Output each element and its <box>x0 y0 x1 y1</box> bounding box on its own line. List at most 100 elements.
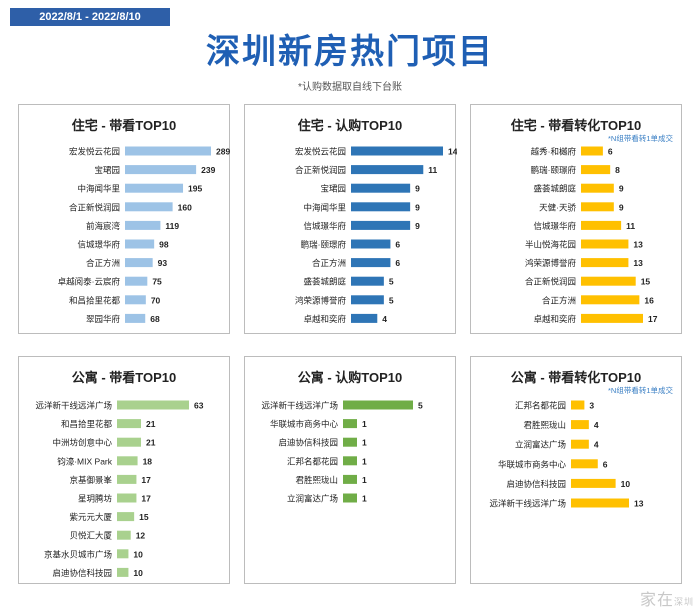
watermark: 家在深圳 <box>639 592 694 609</box>
bar <box>343 493 357 503</box>
value-label: 17 <box>648 314 658 324</box>
bar <box>343 400 413 410</box>
value-label: 4 <box>382 314 387 324</box>
category-label: 中洲坊创意中心 <box>52 438 112 448</box>
category-label: 君胜熙珑山 <box>295 475 338 485</box>
panel-title: 住宅 - 带看TOP10 <box>71 118 177 133</box>
category-label: 合正方洲 <box>312 258 346 268</box>
value-label: 9 <box>619 184 624 194</box>
bar <box>571 459 598 469</box>
bar <box>117 400 189 410</box>
category-label: 立润富达广场 <box>515 440 566 450</box>
bar <box>571 439 589 449</box>
bar <box>581 258 629 268</box>
bar <box>343 456 357 466</box>
value-label: 75 <box>152 277 162 287</box>
category-label: 和昌拾里花都 <box>69 295 121 305</box>
bar <box>581 276 636 286</box>
value-label: 10 <box>133 549 143 559</box>
bar <box>581 239 629 249</box>
bar <box>343 419 357 429</box>
panel-apartment-conversion: 公寓 - 带看转化TOP10 *N组带看转1单成交 汇邦名都花园 3 君胜熙珑山 4 立… <box>470 356 682 584</box>
bar <box>117 493 137 503</box>
bar <box>581 183 614 193</box>
value-label: 119 <box>165 221 179 231</box>
bar <box>351 313 378 323</box>
bar <box>117 512 135 522</box>
category-label: 合正新悦润园 <box>525 277 576 287</box>
bar <box>571 498 629 508</box>
bar <box>117 530 131 540</box>
category-label: 信城璟华府 <box>303 221 346 231</box>
category-label: 华联城市商务中心 <box>270 419 339 429</box>
bar <box>125 276 148 286</box>
panel-title: 公寓 - 带看TOP10 <box>71 370 177 385</box>
category-label: 卓越和奕府 <box>303 314 346 324</box>
value-label: 1 <box>362 438 367 448</box>
panel-title: 住宅 - 认购TOP10 <box>297 118 403 133</box>
category-label: 钧濠·MIX Park <box>57 456 113 466</box>
bar <box>571 420 589 430</box>
value-label: 239 <box>201 165 215 175</box>
category-label: 合正方洲 <box>542 295 576 305</box>
bar <box>581 202 614 212</box>
value-label: 18 <box>143 456 153 466</box>
category-label: 启迪协信科技园 <box>506 479 566 489</box>
category-label: 远洋新干线远洋广场 <box>35 401 112 411</box>
category-label: 信城璟华府 <box>77 240 120 250</box>
bar <box>351 239 391 249</box>
value-label: 4 <box>594 440 599 450</box>
category-label: 宝珺园 <box>94 165 120 175</box>
bar <box>125 295 146 305</box>
category-label: 华联城市商务中心 <box>498 459 567 469</box>
category-label: 鸿荣源博誉府 <box>525 258 577 268</box>
bar <box>581 313 643 323</box>
category-label: 合正方洲 <box>86 258 120 268</box>
category-label: 卓越和奕府 <box>533 314 576 324</box>
value-label: 16 <box>644 295 654 305</box>
value-label: 10 <box>621 479 631 489</box>
bar <box>125 239 155 249</box>
panel-apartment-subscriptions: 公寓 - 认购TOP10 远洋新干线远洋广场 5 华联城市商务中心 1 启迪协信科技园 1… <box>244 356 456 584</box>
value-label: 68 <box>150 314 160 324</box>
category-label: 京基水贝城市广场 <box>44 549 112 559</box>
category-label: 盛荟城朗庭 <box>303 277 346 287</box>
value-label: 11 <box>428 165 437 175</box>
bar <box>581 146 603 156</box>
category-label: 信城璟华府 <box>533 221 576 231</box>
category-label: 星玥腾坊 <box>78 494 113 504</box>
bar <box>581 165 611 175</box>
bar-chart: 宏发悦云花园 14 合正新悦润园 11 宝珺园 9 中海闻华里 9 信城璟华府 9 鹏瑞·颐璟府 6 合… <box>295 146 457 324</box>
bar <box>125 183 184 193</box>
category-label: 卓越阅泰·云宸府 <box>58 277 121 287</box>
bar <box>117 474 137 484</box>
value-label: 160 <box>178 202 192 212</box>
bar-chart: 远洋新干线远洋广场 5 华联城市商务中心 1 启迪协信科技园 1 汇邦名都花园 1 君胜熙珑山 1… <box>261 400 423 504</box>
value-label: 17 <box>141 494 151 504</box>
value-label: 9 <box>619 202 624 212</box>
category-label: 立润富达广场 <box>287 494 338 504</box>
value-label: 195 <box>188 184 202 194</box>
value-label: 9 <box>415 202 420 212</box>
value-label: 289 <box>216 147 230 157</box>
panel-title: 公寓 - 带看转化TOP10 <box>510 370 642 385</box>
value-label: 5 <box>418 401 423 411</box>
panel-title: 住宅 - 带看转化TOP10 <box>510 118 642 133</box>
panel-apartment-viewings: 公寓 - 带看TOP10 远洋新干线远洋广场 63 和昌拾里花都 21 中洲坊创意中心 2… <box>18 356 230 584</box>
bar <box>351 165 424 175</box>
category-label: 君胜熙珑山 <box>523 420 566 430</box>
category-label: 越秀·和樾府 <box>531 147 577 157</box>
value-label: 15 <box>139 512 149 522</box>
value-label: 98 <box>159 240 169 250</box>
bar <box>117 549 129 559</box>
category-label: 合正新悦润园 <box>295 165 346 175</box>
category-label: 汇邦名都花园 <box>515 401 566 411</box>
value-label: 70 <box>151 295 161 305</box>
category-label: 半山悦海花园 <box>525 240 576 250</box>
value-label: 1 <box>362 456 367 466</box>
bar <box>581 295 640 305</box>
value-label: 5 <box>389 295 394 305</box>
category-label: 宝珺园 <box>320 184 346 194</box>
bar <box>351 276 384 286</box>
value-label: 8 <box>615 165 620 175</box>
